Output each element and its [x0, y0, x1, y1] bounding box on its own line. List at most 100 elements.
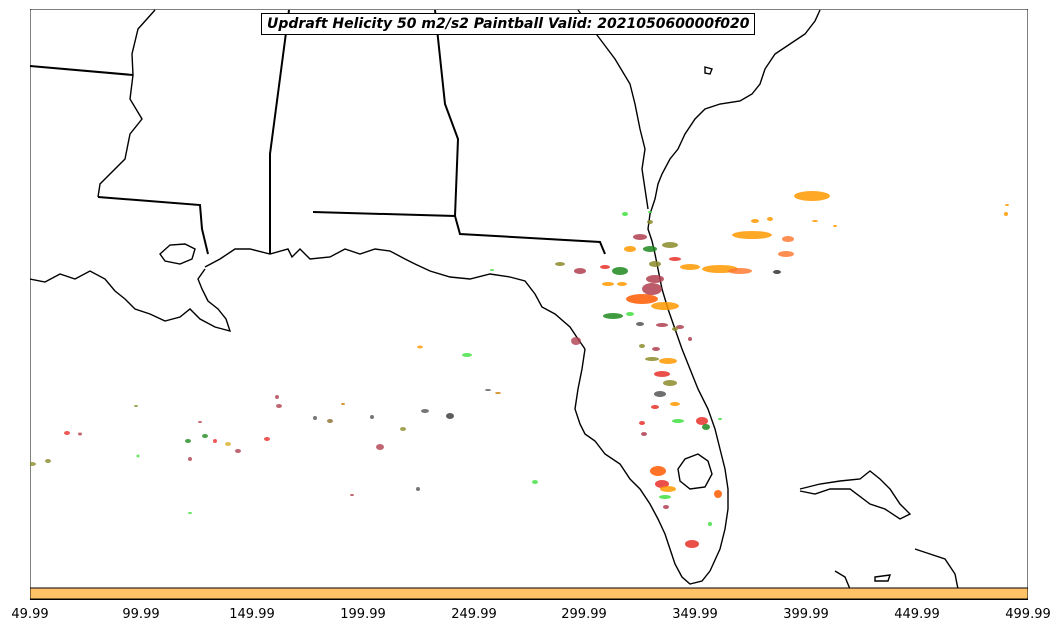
storm-mark	[685, 540, 699, 548]
georgia-coast	[647, 9, 821, 242]
colorbar	[30, 587, 1028, 600]
storm-mark	[643, 246, 657, 252]
florida-west-coast	[574, 348, 711, 585]
storm-mark	[134, 405, 138, 407]
storm-mark	[639, 344, 645, 348]
storm-mark	[485, 389, 491, 391]
storm-mark	[672, 419, 684, 423]
storm-mark	[659, 358, 677, 364]
storm-mark	[663, 380, 677, 386]
storm-mark	[571, 337, 581, 345]
x-tick-label: 449.99	[894, 607, 940, 622]
storm-mark	[350, 494, 354, 496]
storm-mark	[78, 432, 82, 436]
state-borders	[30, 9, 606, 255]
storm-mark	[660, 486, 676, 492]
storm-mark	[778, 251, 794, 257]
storm-mark	[651, 302, 679, 310]
storm-mark	[680, 264, 700, 270]
storm-mark	[662, 242, 678, 248]
storm-mark	[642, 283, 662, 295]
storm-mark	[654, 371, 670, 377]
storm-mark	[421, 409, 429, 413]
storm-mark	[400, 427, 406, 431]
storm-mark	[495, 392, 501, 394]
storm-mark	[649, 261, 661, 267]
x-tick-label: 399.99	[783, 607, 829, 622]
bahamas-island-2	[834, 570, 851, 590]
storm-mark	[639, 421, 645, 425]
cuba-coast	[799, 470, 912, 520]
storm-mark	[622, 212, 628, 216]
storm-mark	[670, 402, 680, 406]
al-ms-border	[269, 9, 290, 254]
storm-mark	[647, 220, 653, 224]
storm-mark	[648, 211, 652, 213]
storm-mark	[416, 487, 420, 491]
x-tick-label: 249.99	[451, 607, 497, 622]
storm-mark	[370, 415, 374, 419]
x-tick-label: 349.99	[672, 607, 718, 622]
x-tick-label: 49.99	[11, 607, 49, 622]
storm-mark	[275, 395, 279, 399]
bahamas-island-4	[704, 66, 713, 75]
storm-mark	[659, 495, 671, 499]
storm-mark	[1005, 204, 1009, 206]
storm-mark	[636, 322, 644, 326]
al-fl-border	[312, 211, 606, 255]
storm-mark	[812, 220, 818, 222]
storm-mark	[64, 431, 70, 435]
mississippi-river	[97, 9, 156, 198]
storm-mark	[188, 457, 192, 461]
x-tick-label: 149.99	[229, 607, 275, 622]
storm-mark	[732, 231, 772, 239]
x-tick-label: 199.99	[340, 607, 386, 622]
storm-mark	[751, 219, 759, 223]
coastlines	[30, 9, 959, 590]
storm-mark	[651, 405, 659, 409]
storm-mark	[646, 275, 664, 283]
storm-mark	[676, 325, 684, 329]
storm-mark	[45, 459, 51, 463]
storm-mark	[341, 403, 345, 405]
storm-mark	[626, 312, 634, 316]
storm-mark	[782, 236, 794, 242]
storm-mark	[672, 327, 678, 331]
storm-mark	[714, 490, 722, 498]
x-tick-label: 99.99	[122, 607, 160, 622]
storm-mark	[654, 391, 666, 397]
storm-mark	[617, 282, 627, 286]
map-canvas	[30, 9, 1028, 600]
storm-mark	[202, 434, 208, 438]
storm-mark	[633, 234, 647, 240]
storm-mark	[626, 294, 658, 304]
storm-mark	[833, 225, 837, 227]
bahamas-island-1	[914, 548, 959, 590]
map-panel	[30, 9, 1028, 600]
storm-mark	[136, 454, 140, 458]
storm-mark	[603, 313, 623, 319]
storm-mark	[376, 444, 384, 450]
storm-mark	[30, 462, 36, 466]
storm-mark	[652, 347, 660, 351]
louisiana-coast	[30, 268, 232, 333]
storm-mark	[624, 246, 636, 252]
storm-mark	[612, 267, 628, 275]
paintball-marks	[30, 191, 1009, 548]
storm-mark	[708, 522, 712, 526]
ms-la-border	[97, 196, 209, 255]
storm-mark	[446, 413, 454, 419]
bahamas-island-3	[874, 574, 892, 582]
storm-mark	[532, 480, 538, 484]
storm-mark	[650, 466, 666, 476]
lake-pontchartrain	[159, 243, 196, 265]
storm-mark	[555, 262, 565, 266]
map-title: Updraft Helicity 50 m2/s2 Paintball Vali…	[261, 13, 756, 35]
storm-mark	[235, 449, 241, 453]
storm-mark	[490, 269, 494, 271]
storm-mark	[663, 505, 669, 509]
storm-mark	[417, 345, 423, 349]
storm-mark	[718, 418, 722, 420]
storm-mark	[696, 417, 708, 425]
storm-mark	[728, 268, 752, 274]
